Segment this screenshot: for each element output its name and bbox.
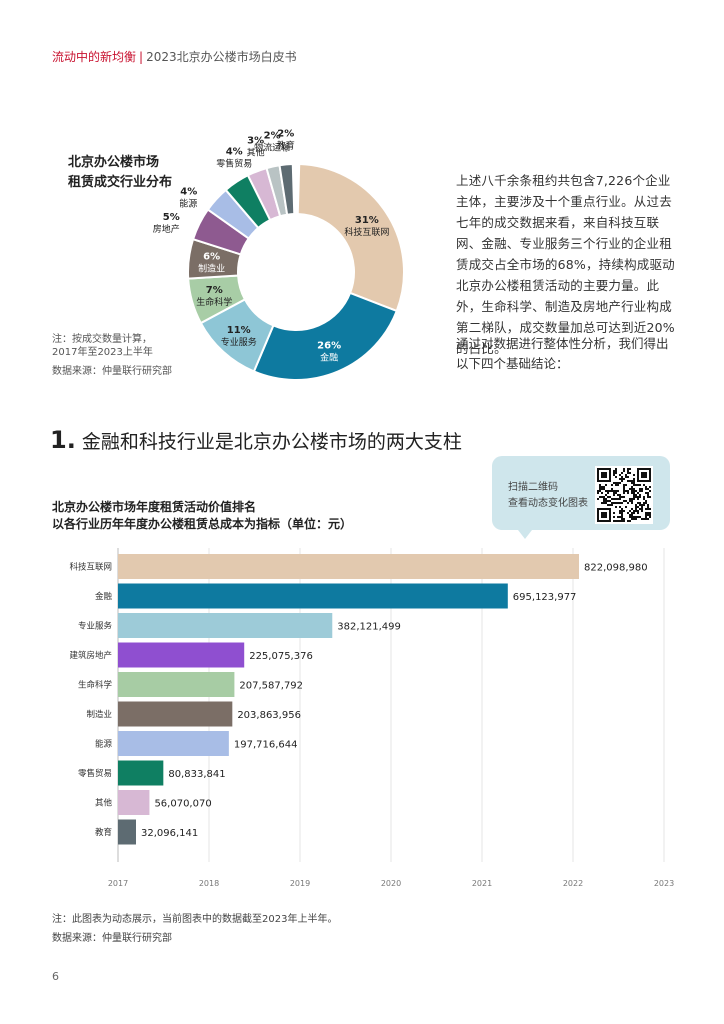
donut-label-value-3: 7% (206, 285, 223, 296)
bar-value-label-9: 32,096,141 (141, 828, 198, 839)
donut-label-value-1: 26% (317, 340, 341, 351)
header-separator: | (139, 50, 144, 64)
bar-value-label-0: 822,098,980 (584, 563, 648, 574)
x-tick-label-0: 2017 (108, 879, 128, 888)
industry-donut-chart: 31%科技互联网26%金融11%专业服务7%生命科学6%制造业5%房地产4%能源… (153, 128, 405, 381)
donut-note-line1: 注：按成交数量计算， (52, 334, 152, 345)
donut-label-value-5: 5% (163, 212, 180, 223)
callout-tail (518, 530, 532, 539)
bar-value-label-1: 695,123,977 (513, 592, 577, 603)
bar-0 (118, 554, 579, 579)
donut-label-name-8: 其他 (247, 147, 265, 159)
bar-value-label-8: 56,070,070 (154, 799, 211, 810)
donut-label-value-8: 3% (247, 136, 264, 147)
donut-label-name-5: 房地产 (153, 223, 180, 235)
bar-4 (118, 672, 235, 697)
bar-category-label-0: 科技互联网 (69, 562, 112, 573)
donut-label-value-7: 4% (226, 147, 243, 158)
bar-6 (118, 731, 229, 756)
donut-label-name-9: 物流运输 (254, 142, 290, 154)
donut-label-value-10: 2% (277, 128, 294, 139)
section-heading: 1. 金融和科技行业是北京办公楼市场的两大支柱 (50, 426, 462, 454)
bar-value-label-6: 197,716,644 (234, 740, 298, 751)
x-tick-label-6: 2023 (654, 879, 674, 888)
bar-value-label-2: 382,121,499 (337, 622, 401, 633)
section-title: 金融和科技行业是北京办公楼市场的两大支柱 (81, 431, 462, 453)
bar-value-label-5: 203,863,956 (237, 710, 301, 721)
bar-category-label-9: 教育 (95, 827, 112, 838)
donut-note-line2: 2017年至2023上半年 (52, 347, 153, 358)
donut-label-name-7: 零售贸易 (216, 158, 252, 170)
bar-category-label-6: 能源 (95, 739, 113, 750)
industry-bar-chart: 2017 2018 2019 2020 2021 2022 2023 科技互联网 822,098… (69, 548, 674, 888)
section-number: 1. (50, 426, 76, 454)
bar-category-label-3: 建筑房地产 (69, 650, 112, 661)
bar-5 (118, 701, 233, 727)
x-tick-label-2: 2019 (290, 879, 310, 888)
x-tick-label-1: 2018 (199, 879, 219, 888)
donut-label-name-6: 能源 (179, 197, 197, 209)
donut-label-value-2: 11% (227, 325, 251, 336)
donut-title-line1: 北京办公楼市场 (68, 155, 160, 170)
donut-label-name-0: 科技互联网 (344, 226, 389, 238)
footnote: 注：此图表为动态展示，当前图表中的数据截至2023年上半年。 (52, 914, 338, 925)
bar-1 (118, 583, 508, 609)
x-tick-label-4: 2021 (472, 879, 492, 888)
donut-source: 数据来源：仲量联行研究部 (52, 366, 172, 377)
donut-label-value-9: 2% (264, 131, 281, 142)
bar-2 (118, 613, 333, 638)
donut-label-name-10: 教育 (277, 139, 295, 151)
donut-label-name-3: 生命科学 (196, 296, 232, 308)
x-tick-label-3: 2020 (381, 879, 401, 888)
header-series: 流动中的新均衡 (52, 50, 137, 64)
donut-slice-0 (296, 163, 405, 313)
donut-title: 北京办公楼市场 租赁成交行业分布 (68, 153, 172, 193)
donut-label-value-4: 6% (203, 252, 220, 263)
donut-label-name-4: 制造业 (198, 263, 225, 275)
donut-label-value-6: 4% (180, 186, 197, 197)
bar-category-label-1: 金融 (95, 591, 113, 602)
callout-line2: 查看动态变化图表 (508, 498, 588, 509)
bar-category-label-7: 零售贸易 (78, 768, 112, 779)
bar-9 (118, 819, 136, 845)
running-header: 流动中的新均衡 | 2023北京办公楼市场白皮书 (52, 48, 297, 65)
bar-category-label-2: 专业服务 (78, 621, 113, 632)
footnote-source: 数据来源：仲量联行研究部 (52, 933, 172, 944)
bar-7 (118, 760, 164, 786)
bar-category-label-4: 生命科学 (78, 680, 113, 691)
callout-line1: 扫描二维码 (508, 482, 558, 493)
bar-category-label-5: 制造业 (86, 709, 112, 720)
intro-paragraph: 上述八千余条租约共包含7,226个企业主体，主要涉及十个重点行业。从过去七年的成… (456, 173, 675, 356)
bar-chart-title-line2: 以各行业历年年度办公楼租赁总成本为指标（单位：元） (52, 517, 353, 531)
x-tick-label-5: 2022 (563, 879, 583, 888)
donut-label-value-0: 31% (355, 215, 379, 226)
donut-slice-10 (278, 163, 296, 216)
bar-3 (118, 642, 245, 668)
bar-chart-title: 北京办公楼市场年度租赁活动价值排名 以各行业历年年度办公楼租赁总成本为指标（单位… (52, 499, 352, 533)
donut-slice-1 (252, 291, 399, 381)
bar-value-label-7: 80,833,841 (168, 769, 225, 780)
header-report: 2023北京办公楼市场白皮书 (146, 50, 297, 64)
bar-value-label-4: 207,587,792 (239, 681, 303, 692)
bar-category-label-8: 其他 (95, 798, 113, 809)
donut-label-name-2: 专业服务 (221, 336, 257, 348)
donut-label-name-1: 金融 (320, 351, 338, 363)
qr-code-icon[interactable] (595, 466, 653, 524)
donut-title-line2: 租赁成交行业分布 (68, 175, 173, 190)
page-number: 6 (52, 970, 59, 983)
bar-chart-title-line1: 北京办公楼市场年度租赁活动价值排名 (52, 500, 257, 514)
bar-8 (118, 790, 150, 815)
conclusion-paragraph: 通过对数据进行整体性分析，我们得出以下四个基础结论： (456, 336, 669, 371)
bar-value-label-3: 225,075,376 (249, 651, 313, 662)
donut-note: 注：按成交数量计算， 2017年至2023上半年 (52, 333, 153, 359)
callout-text: 扫描二维码 查看动态变化图表 (508, 480, 588, 512)
